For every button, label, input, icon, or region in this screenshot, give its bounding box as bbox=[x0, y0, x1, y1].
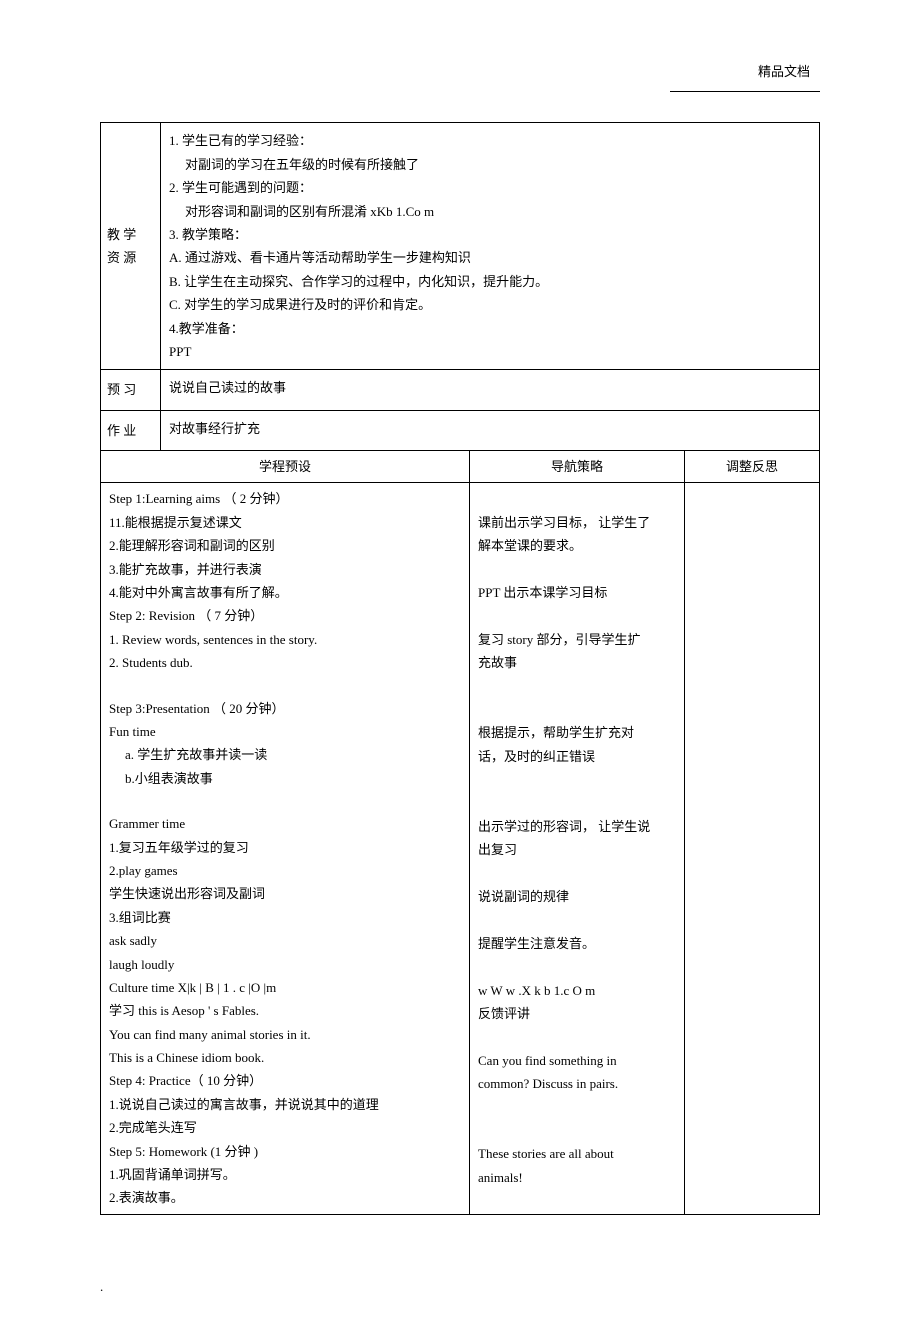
homework-label: 作 业 bbox=[101, 410, 161, 450]
s1-title: Step 1:Learning aims （ 2 分钟） bbox=[109, 487, 461, 510]
res-line-0: 1. 学生已有的学习经验： bbox=[169, 129, 811, 152]
resources-label2: 资 源 bbox=[107, 246, 154, 269]
res-line-5: A. 通过游戏、看卡通片等活动帮助学生一步建构知识 bbox=[169, 246, 811, 269]
s4-2: 2.完成笔头连写 bbox=[109, 1116, 461, 1139]
r6: 根据提示，帮助学生扩充对 bbox=[478, 721, 676, 744]
res-line-4: 3. 教学策略： bbox=[169, 223, 811, 246]
r-blank13 bbox=[478, 1119, 676, 1142]
r4: 复习 story 部分，引导学生扩 bbox=[478, 628, 676, 651]
r-blank10 bbox=[478, 955, 676, 978]
s3-g6: laugh loudly bbox=[109, 953, 461, 976]
res-line-3: 对形容词和副词的区别有所混淆 xKb 1.Co m bbox=[169, 200, 811, 223]
resources-row: 教 学 资 源 1. 学生已有的学习经验： 对副词的学习在五年级的时候有所接触了… bbox=[101, 123, 820, 370]
r11: 提醒学生注意发音。 bbox=[478, 932, 676, 955]
s2-title: Step 2: Revision （ 7 分钟） bbox=[109, 604, 461, 627]
res-line-9: PPT bbox=[169, 340, 811, 363]
s3-b: b.小组表演故事 bbox=[109, 767, 461, 790]
preview-label: 预 习 bbox=[101, 370, 161, 410]
res-line-1: 对副词的学习在五年级的时候有所接触了 bbox=[169, 153, 811, 176]
s4-title: Step 4: Practice（ 10 分钟） bbox=[109, 1069, 461, 1092]
left-column: Step 1:Learning aims （ 2 分钟） 11.能根据提示复述课… bbox=[101, 483, 470, 1214]
r9: 出复习 bbox=[478, 838, 676, 861]
blank1 bbox=[109, 675, 461, 697]
s3-g2: 2.play games bbox=[109, 859, 461, 882]
r-blank8 bbox=[478, 862, 676, 885]
lesson-table: 教 学 资 源 1. 学生已有的学习经验： 对副词的学习在五年级的时候有所接触了… bbox=[100, 122, 820, 1214]
s3-g1: 1.复习五年级学过的复习 bbox=[109, 836, 461, 859]
r10: 说说副词的规律 bbox=[478, 885, 676, 908]
homework-content: 对故事经行扩充 bbox=[161, 410, 820, 450]
homework-row: 作 业 对故事经行扩充 bbox=[101, 410, 820, 450]
resources-content: 1. 学生已有的学习经验： 对副词的学习在五年级的时候有所接触了 2. 学生可能… bbox=[161, 123, 820, 370]
s1-4: 4.能对中外寓言故事有所了解。 bbox=[109, 581, 461, 604]
r13: 反馈评讲 bbox=[478, 1002, 676, 1025]
s2-1: 1. Review words, sentences in the story. bbox=[109, 628, 461, 651]
s5-1: 1.巩固背诵单词拼写。 bbox=[109, 1163, 461, 1186]
main-content-row: Step 1:Learning aims （ 2 分钟） 11.能根据提示复述课… bbox=[101, 483, 820, 1214]
s2-2: 2. Students dub. bbox=[109, 651, 461, 674]
s3-ct3: This is a Chinese idiom book. bbox=[109, 1046, 461, 1069]
s3-a: a. 学生扩充故事并读一读 bbox=[109, 743, 461, 766]
reflection-column bbox=[685, 483, 820, 1214]
col3-header: 调整反思 bbox=[685, 451, 820, 483]
r-blank12 bbox=[478, 1096, 676, 1119]
col1-header: 学程预设 bbox=[101, 451, 470, 483]
s3-fun: Fun time bbox=[109, 720, 461, 743]
s3-title: Step 3:Presentation （ 20 分钟） bbox=[109, 697, 461, 720]
res-line-8: 4.教学准备： bbox=[169, 317, 811, 340]
s3-g5: ask sadly bbox=[109, 929, 461, 952]
r-blank4 bbox=[478, 675, 676, 698]
r-blank5 bbox=[478, 698, 676, 721]
r8: 出示学过的形容词， 让学生说 bbox=[478, 815, 676, 838]
three-header-row: 学程预设 导航策略 调整反思 bbox=[101, 451, 820, 483]
col2-header: 导航策略 bbox=[470, 451, 685, 483]
r-blank1 bbox=[478, 487, 676, 510]
s3-ct1: 学习 this is Aesop ' s Fables. bbox=[109, 999, 461, 1022]
s5-2: 2.表演故事。 bbox=[109, 1186, 461, 1209]
s3-g3: 学生快速说出形容词及副词 bbox=[109, 882, 461, 905]
r17: animals! bbox=[478, 1166, 676, 1189]
r-blank7 bbox=[478, 792, 676, 815]
s1-1: 11.能根据提示复述课文 bbox=[109, 511, 461, 534]
s4-1: 1.说说自己读过的寓言故事，并说说其中的道理 bbox=[109, 1093, 461, 1116]
s1-3: 3.能扩充故事，并进行表演 bbox=[109, 558, 461, 581]
r12: w W w .X k b 1.c O m bbox=[478, 979, 676, 1002]
r-blank9 bbox=[478, 909, 676, 932]
res-line-2: 2. 学生可能遇到的问题： bbox=[169, 176, 811, 199]
r-blank11 bbox=[478, 1025, 676, 1048]
r14: Can you find something in bbox=[478, 1049, 676, 1072]
r-blank3 bbox=[478, 604, 676, 627]
preview-row: 预 习 说说自己读过的故事 bbox=[101, 370, 820, 410]
resources-label-cell: 教 学 资 源 bbox=[101, 123, 161, 370]
r5: 充故事 bbox=[478, 651, 676, 674]
s3-gram: Grammer time bbox=[109, 812, 461, 835]
res-line-7: C. 对学生的学习成果进行及时的评价和肯定。 bbox=[169, 293, 811, 316]
header-label: 精品文档 bbox=[100, 60, 820, 83]
right-column: 课前出示学习目标， 让学生了 解本堂课的要求。 PPT 出示本课学习目标 复习 … bbox=[470, 483, 685, 1214]
r1: 课前出示学习目标， 让学生了 bbox=[478, 511, 676, 534]
r7: 话，及时的纠正错误 bbox=[478, 745, 676, 768]
blank2 bbox=[109, 790, 461, 812]
s3-ct2: You can find many animal stories in it. bbox=[109, 1023, 461, 1046]
r15: common? Discuss in pairs. bbox=[478, 1072, 676, 1095]
s5-title: Step 5: Homework (1 分钟 ) bbox=[109, 1140, 461, 1163]
s3-ct: Culture time X|k | B | 1 . c |O |m bbox=[109, 976, 461, 999]
res-line-6: B. 让学生在主动探究、合作学习的过程中，内化知识，提升能力。 bbox=[169, 270, 811, 293]
preview-content: 说说自己读过的故事 bbox=[161, 370, 820, 410]
header-line bbox=[670, 91, 820, 92]
r16: These stories are all about bbox=[478, 1142, 676, 1165]
resources-label1: 教 学 bbox=[107, 223, 154, 246]
s3-g4: 3.组词比赛 bbox=[109, 906, 461, 929]
footer-dot: . bbox=[100, 1275, 820, 1298]
r3: PPT 出示本课学习目标 bbox=[478, 581, 676, 604]
r-blank2 bbox=[478, 558, 676, 581]
r-blank6 bbox=[478, 768, 676, 791]
r2: 解本堂课的要求。 bbox=[478, 534, 676, 557]
s1-2: 2.能理解形容词和副词的区别 bbox=[109, 534, 461, 557]
